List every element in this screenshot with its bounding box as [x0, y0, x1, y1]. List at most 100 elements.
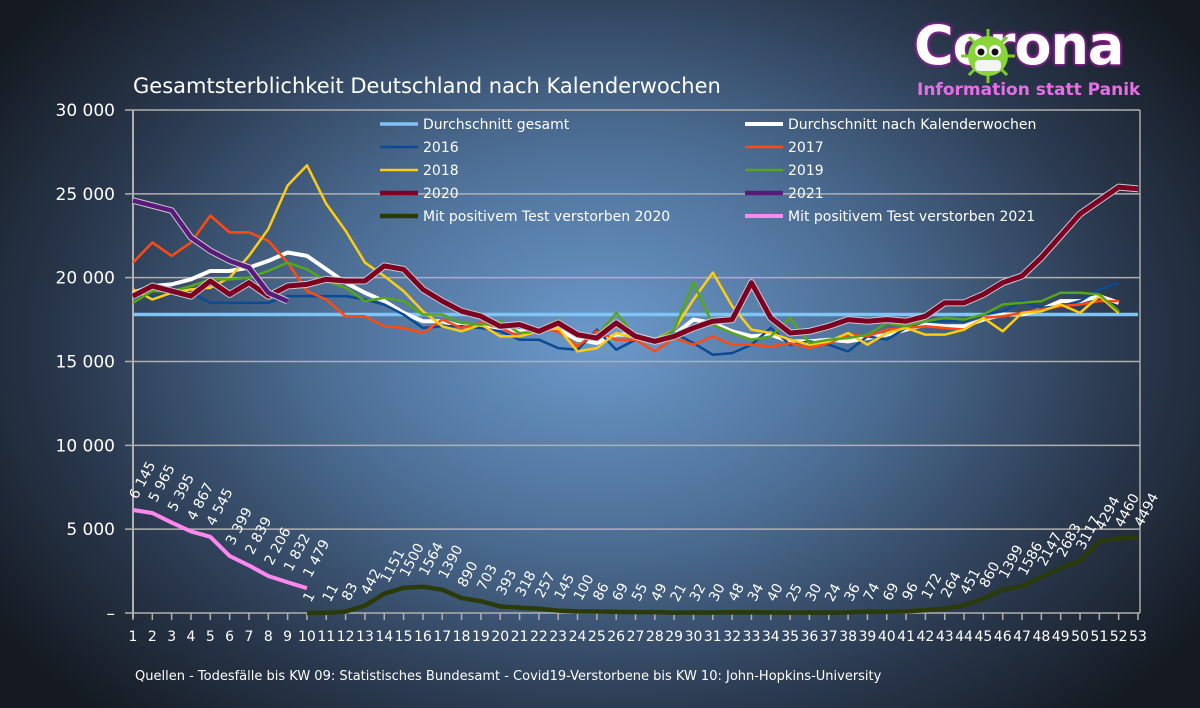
x-tick-label: 53: [1129, 629, 1147, 645]
data-label: 24: [822, 581, 845, 604]
x-tick-label: 41: [897, 629, 915, 645]
legend-label: Durchschnitt nach Kalenderwochen: [788, 117, 1036, 133]
x-tick-label: 4: [187, 629, 196, 645]
x-tick-label: 7: [245, 629, 254, 645]
x-tick-label: 52: [1110, 629, 1128, 645]
x-tick-label: 11: [317, 629, 335, 645]
logo-word: Corona: [914, 14, 1124, 77]
series-line: [132, 507, 308, 591]
x-tick-label: 46: [994, 629, 1012, 645]
logo-subtitle: Information statt Panik: [917, 80, 1141, 100]
x-tick-label: 35: [781, 629, 799, 645]
series-line: [132, 281, 1120, 357]
x-tick-label: 50: [1071, 629, 1089, 645]
data-label: 11: [320, 581, 342, 604]
x-tick-label: 19: [472, 629, 490, 645]
data-label: 96: [899, 580, 922, 603]
x-tick-label: 3: [167, 629, 176, 645]
data-label: 69: [610, 580, 632, 603]
x-tick-label: 1: [129, 629, 138, 645]
x-tick-label: 14: [375, 629, 393, 645]
legend-item: 2016: [380, 140, 459, 156]
data-label: 25: [784, 581, 806, 604]
y-tick-label: 25 000: [56, 185, 115, 205]
x-tick-label: 9: [283, 629, 292, 645]
legend-label: Mit positivem Test verstorben 2021: [788, 209, 1035, 225]
legend-item: 2020: [380, 186, 459, 202]
series-2019: [132, 261, 1120, 345]
legend-label: 2017: [788, 140, 824, 156]
data-label: 49: [648, 581, 670, 604]
x-tick-label: 38: [839, 629, 857, 645]
x-tick-label: 15: [395, 629, 413, 645]
data-label: 1: [300, 589, 318, 604]
legend-label: 2021: [788, 186, 824, 202]
y-tick-label: 15 000: [56, 353, 115, 373]
x-tick-label: 22: [530, 629, 548, 645]
series-line: [132, 214, 1119, 353]
x-tick-label: 13: [356, 629, 374, 645]
x-tick-label: 25: [588, 629, 606, 645]
data-label: 55: [629, 581, 651, 604]
x-tick-label: 8: [264, 629, 273, 645]
data-label: 69: [880, 580, 902, 603]
legend-label: 2020: [423, 186, 459, 202]
series-line: [306, 535, 1139, 616]
data-label: 40: [764, 581, 786, 604]
virus-mascot-icon: [961, 29, 1015, 83]
data-label: 48: [726, 581, 748, 604]
series-line: [132, 261, 1120, 345]
x-tick-label: 21: [511, 629, 529, 645]
x-tick-label: 26: [607, 629, 625, 645]
x-tick-label: 17: [433, 629, 451, 645]
legend-item: 2021: [745, 186, 824, 202]
x-tick-label: 32: [723, 629, 741, 645]
x-tick-label: 2: [148, 629, 157, 645]
legend-label: 2018: [423, 163, 459, 179]
x-tick-label: 48: [1032, 629, 1050, 645]
x-tick-label: 36: [801, 629, 819, 645]
data-label: 36: [842, 581, 865, 604]
data-label: 30: [803, 581, 825, 604]
data-label: 86: [590, 580, 613, 603]
legend-item: 2018: [380, 163, 459, 179]
x-tick-label: 51: [1090, 629, 1108, 645]
series-line: [132, 198, 289, 304]
x-tick-label: 42: [916, 629, 934, 645]
series-2016: [132, 281, 1120, 357]
x-tick-label: 31: [704, 629, 722, 645]
series-2021: [132, 197, 289, 305]
x-tick-label: 28: [646, 629, 664, 645]
y-tick-label: 10 000: [56, 436, 115, 456]
legend-label: 2019: [788, 163, 824, 179]
data-label: 30: [706, 581, 728, 604]
x-tick-label: 18: [453, 629, 471, 645]
x-tick-label: 33: [743, 629, 761, 645]
data-label: 34: [745, 581, 768, 604]
x-tick-label: 10: [298, 629, 316, 645]
legend-label: Mit positivem Test verstorben 2020: [423, 209, 670, 225]
y-tick-label: 30 000: [56, 101, 115, 121]
corona-logo: Corona Information statt Panik: [914, 14, 1144, 102]
x-tick-label: 30: [685, 629, 703, 645]
x-tick-label: 20: [491, 629, 509, 645]
series-line: [131, 184, 1139, 344]
x-tick-label: 5: [206, 629, 215, 645]
data-label: 32: [687, 581, 709, 604]
x-tick-label: 16: [414, 629, 432, 645]
series-2020: [131, 183, 1139, 345]
x-tick-label: 12: [337, 629, 355, 645]
x-tick-label: 43: [936, 629, 954, 645]
legend-item: 2019: [745, 163, 824, 179]
x-tick-label: 49: [1052, 629, 1070, 645]
legend-item: Mit positivem Test verstorben 2020: [380, 209, 670, 225]
source-note: Quellen - Todesfälle bis KW 09: Statisti…: [135, 669, 882, 684]
chart-title: Gesamtsterblichkeit Deutschland nach Kal…: [133, 74, 721, 98]
x-tick-label: 39: [859, 629, 877, 645]
x-tick-label: 24: [569, 629, 587, 645]
data-label: 83: [339, 580, 361, 603]
series-line: [132, 164, 1120, 353]
x-tick-label: 34: [762, 629, 780, 645]
legend-item: 2017: [745, 140, 824, 156]
